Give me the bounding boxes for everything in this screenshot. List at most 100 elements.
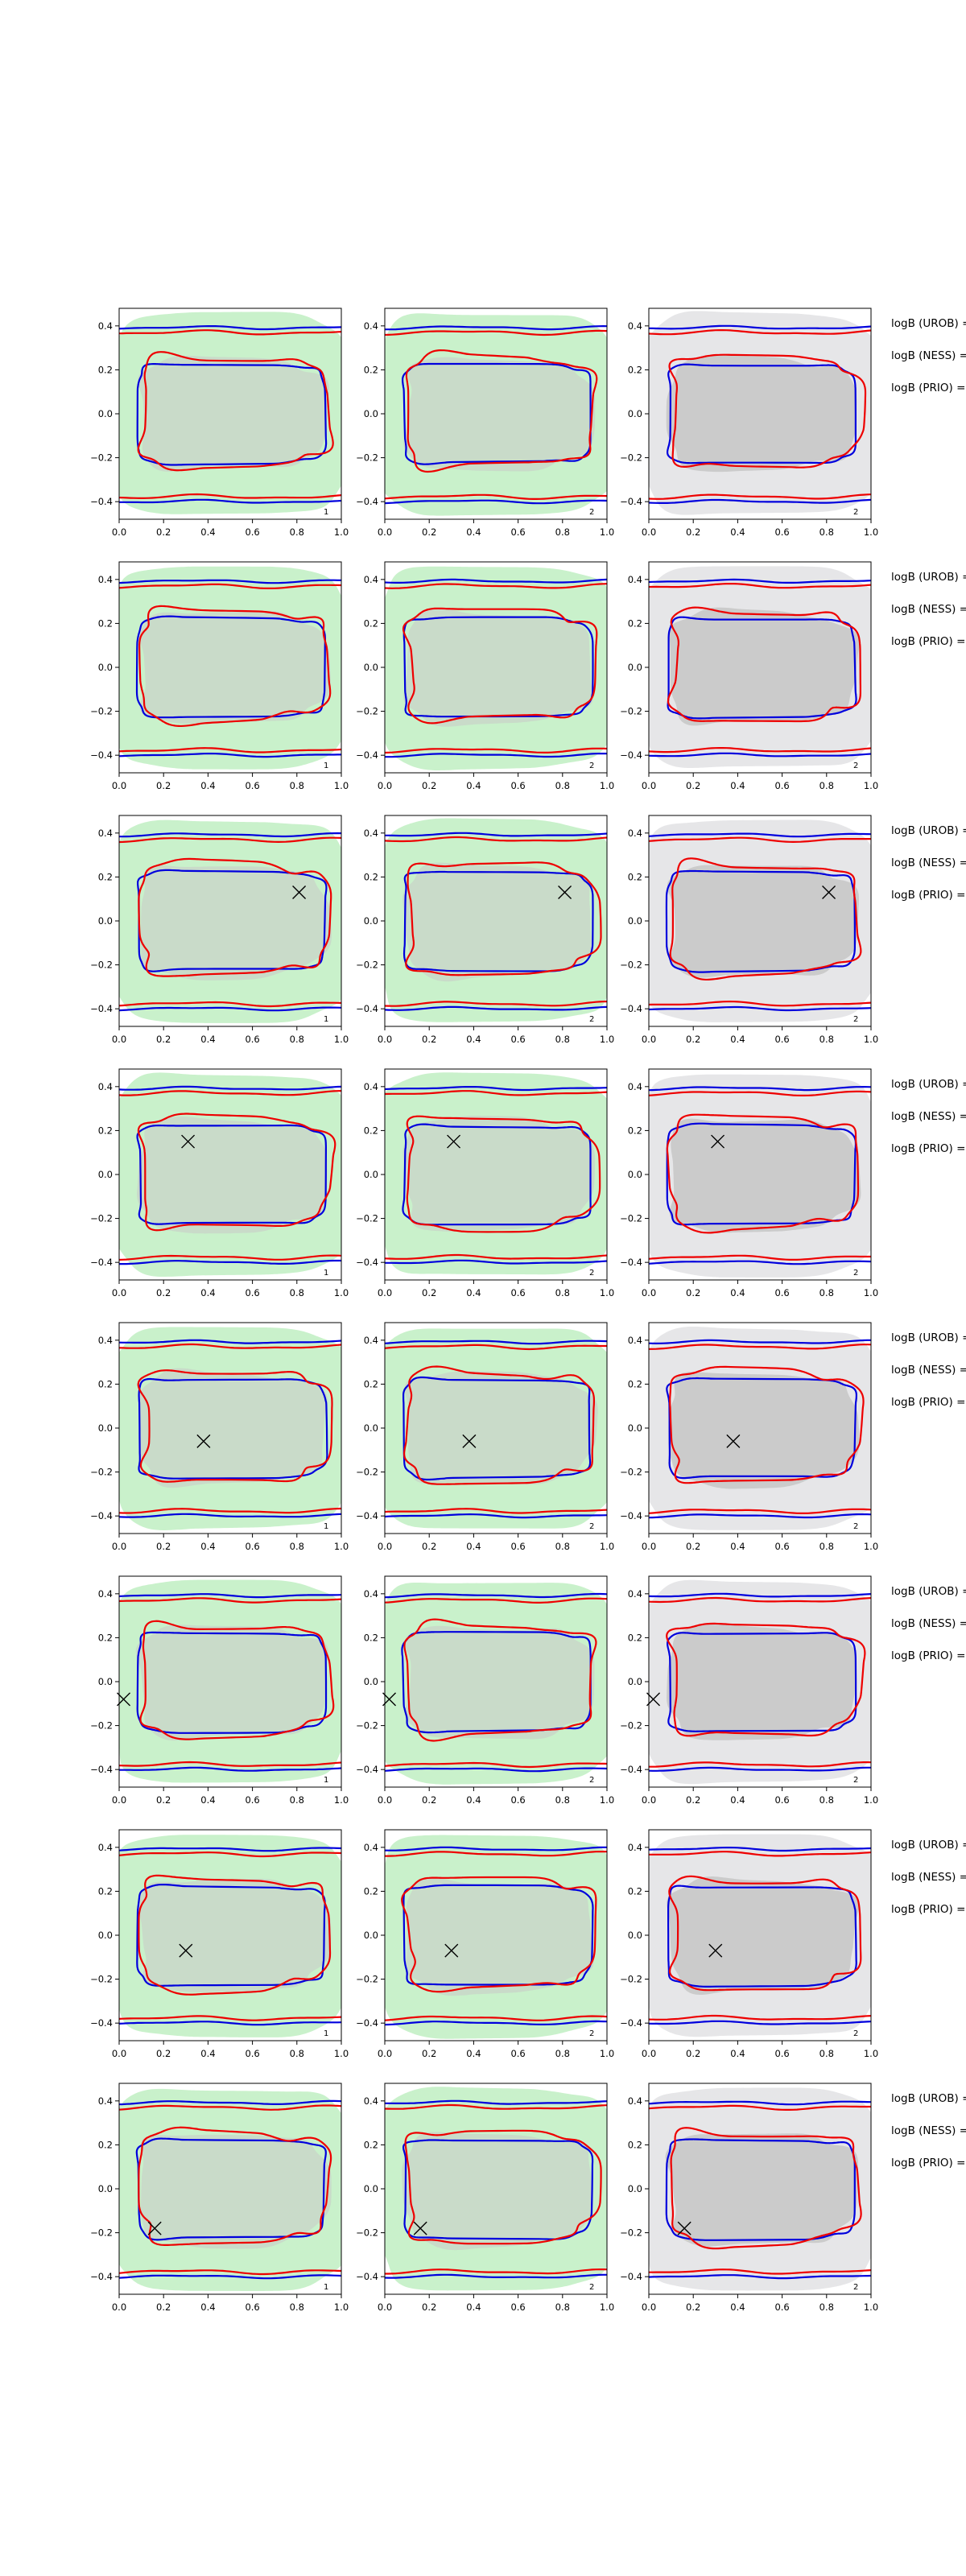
red-outer-contour-top: [649, 1090, 871, 1096]
y-tick-label: −0.2: [90, 1467, 113, 1478]
panel-corner-label: 2: [589, 508, 594, 517]
x-tick-label: 0.4: [466, 1034, 481, 1045]
x-tick-label: 0.8: [555, 2301, 570, 2313]
blue-inner-contour: [136, 1631, 328, 1734]
blue-outer-contour-bottom: [119, 753, 341, 758]
density-core: [402, 862, 592, 982]
x-tick-label: 1.0: [600, 780, 614, 791]
logb-label-group-row-6: logB (UROB) = logB (NESS) = logB (PRIO) =: [891, 1585, 966, 1662]
y-tick-label: 0.2: [628, 1885, 642, 1897]
y-tick-label: 0.0: [98, 1169, 113, 1180]
panel-r7-c3: 0.0 0.2 0.4 0.6 0.8 1.0 0.4 0.2 0.0 −0.2 −0.4 2: [620, 1829, 878, 2059]
y-tick-label: −0.2: [90, 1974, 113, 1985]
blue-inner-contour: [402, 362, 592, 465]
x-tick-label: 0.0: [642, 2048, 656, 2059]
blue-outer-contour-bottom: [119, 1259, 341, 1265]
x-tick-label: 0.2: [686, 1287, 700, 1298]
x-tick-label: 1.0: [600, 1034, 614, 1045]
density-core: [405, 1876, 594, 1996]
x-tick-label: 0.4: [200, 780, 215, 791]
logb-label: logB (NESS) =: [891, 349, 966, 362]
y-tick-label: −0.2: [356, 1213, 378, 1224]
y-tick-label: −0.4: [620, 1764, 642, 1775]
blue-outer-contour-top: [119, 1593, 341, 1599]
y-tick-label: −0.2: [356, 706, 378, 717]
y-tick-label: −0.4: [620, 749, 642, 761]
x-tick-label: 0.2: [422, 1034, 436, 1045]
density-core: [667, 865, 859, 978]
marker-x: [708, 1943, 723, 1958]
y-tick-label: −0.2: [90, 1213, 113, 1224]
panel-r3-c3: 0.0 0.2 0.4 0.6 0.8 1.0 0.4 0.2 0.0 −0.2 −0.4 2: [620, 815, 878, 1045]
blue-inner-contour: [667, 1885, 857, 1988]
x-tick-label: 0.0: [378, 1541, 392, 1552]
y-tick-label: −0.2: [90, 960, 113, 971]
red-inner-contour: [137, 351, 334, 472]
x-tick-label: 1.0: [334, 526, 349, 538]
blue-outer-contour-bottom: [119, 1006, 341, 1012]
red-outer-contour-bottom: [649, 2014, 871, 2021]
y-tick-label: 0.2: [364, 1125, 378, 1136]
x-tick-label: 1.0: [334, 780, 349, 791]
logb-label: logB (PRIO) =: [891, 1903, 965, 1916]
x-tick-label: 0.2: [422, 526, 436, 538]
panel-corner-label: 2: [853, 2029, 858, 2038]
blue-outer-contour-top: [649, 1339, 871, 1345]
y-tick-label: 0.0: [628, 408, 642, 419]
y-tick-label: −0.2: [356, 2227, 378, 2239]
y-tick-label: 0.4: [364, 320, 378, 332]
y-tick-label: −0.2: [356, 960, 378, 971]
blue-outer-contour-top: [649, 832, 871, 838]
x-tick-label: 0.8: [290, 2048, 304, 2059]
y-tick-label: −0.2: [90, 2227, 113, 2239]
y-tick-label: 0.2: [628, 364, 642, 375]
x-tick-label: 0.0: [642, 1287, 656, 1298]
red-outer-contour-top: [385, 1090, 607, 1096]
blue-outer-contour-top: [649, 1847, 871, 1852]
density-core: [667, 1622, 857, 1740]
blue-outer-contour-bottom: [119, 1766, 341, 1772]
y-tick-label: −0.4: [356, 1257, 378, 1268]
y-tick-label: −0.2: [90, 706, 113, 717]
red-inner-contour: [670, 2127, 862, 2250]
x-tick-label: 0.0: [378, 1034, 392, 1045]
marker-x: [444, 1943, 459, 1958]
logb-label: logB (PRIO) =: [891, 2157, 965, 2169]
x-tick-label: 0.8: [819, 780, 834, 791]
x-tick-label: 0.8: [555, 1287, 570, 1298]
blue-outer-contour-bottom: [119, 2274, 341, 2280]
y-tick-label: 0.2: [364, 1632, 378, 1643]
x-tick-label: 0.2: [422, 1287, 436, 1298]
x-tick-label: 0.6: [510, 780, 525, 791]
blue-outer-contour-top: [119, 1085, 341, 1091]
y-tick-label: 0.2: [364, 617, 378, 629]
y-tick-label: 0.2: [364, 2139, 378, 2150]
x-tick-label: 0.8: [290, 780, 304, 791]
red-outer-contour-bottom: [119, 1254, 341, 1261]
marker-x: [413, 2221, 427, 2235]
panel-r4-c2: 0.0 0.2 0.4 0.6 0.8 1.0 0.4 0.2 0.0 −0.2 −0.4 2: [356, 1068, 614, 1298]
blue-outer-contour-bottom: [385, 1259, 607, 1265]
y-tick-label: −0.4: [90, 1003, 113, 1014]
y-tick-label: 0.0: [628, 915, 642, 927]
x-tick-label: 0.2: [686, 1794, 700, 1806]
y-tick-label: 0.4: [628, 1335, 642, 1346]
red-outer-contour-top: [119, 1343, 341, 1349]
y-tick-label: −0.4: [90, 749, 113, 761]
x-tick-label: 0.2: [422, 780, 436, 791]
y-tick-label: −0.2: [356, 1974, 378, 1985]
panel-r8-c1: 0.0 0.2 0.4 0.6 0.8 1.0 0.4 0.2 0.0 −0.2 −0.4 1: [90, 2083, 349, 2313]
blue-outer-contour-bottom: [649, 1005, 871, 1012]
density-core: [140, 2134, 332, 2249]
logb-label: logB (UROB) =: [891, 1585, 966, 1598]
x-tick-label: 0.4: [200, 2301, 215, 2313]
x-tick-label: 0.8: [819, 1541, 834, 1552]
x-tick-label: 0.0: [642, 1034, 656, 1045]
y-tick-label: −0.4: [90, 1510, 113, 1521]
y-tick-label: 0.4: [628, 574, 642, 585]
logb-label-group-row-7: logB (UROB) = logB (NESS) = logB (PRIO) =: [891, 1839, 966, 1916]
y-tick-label: −0.4: [356, 1003, 378, 1014]
x-tick-label: 0.6: [245, 526, 259, 538]
blue-inner-contour: [665, 869, 857, 973]
panel-r5-c3: 0.0 0.2 0.4 0.6 0.8 1.0 0.4 0.2 0.0 −0.2 −0.4 2: [620, 1322, 878, 1552]
